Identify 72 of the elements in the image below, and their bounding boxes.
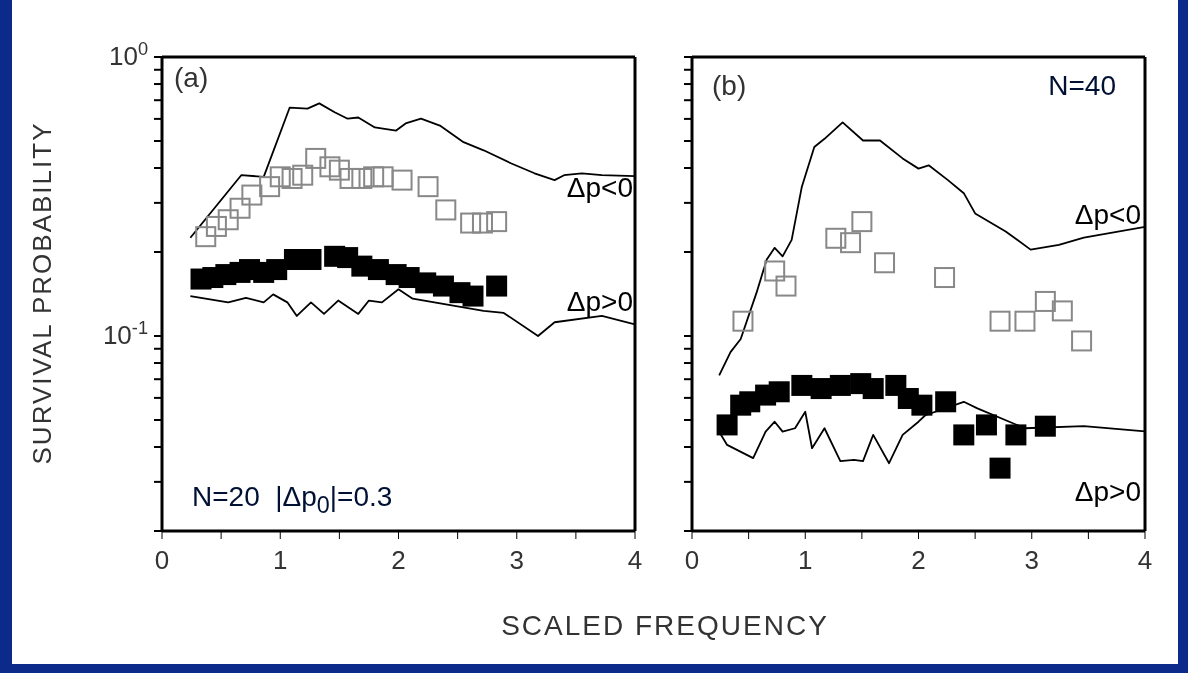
point — [775, 275, 797, 297]
point — [989, 310, 1011, 332]
annotation: Δp<0 — [1074, 199, 1141, 231]
point — [471, 212, 493, 234]
point — [372, 166, 394, 188]
point — [732, 310, 754, 332]
x-tick-label: 1 — [273, 545, 288, 575]
point — [259, 176, 281, 198]
point — [1071, 330, 1093, 352]
y-tick-label: 10$^{0}$ — [108, 39, 148, 71]
point — [825, 227, 847, 249]
point — [989, 457, 1011, 479]
point — [266, 259, 288, 281]
point — [351, 167, 373, 189]
y-axis-title: SURVIVAL PROBABILITY — [26, 121, 58, 465]
point — [486, 275, 508, 297]
point — [716, 414, 738, 436]
point — [229, 197, 251, 219]
x-tick-label: 4 — [1137, 545, 1153, 575]
x-tick-label: 3 — [1024, 545, 1039, 575]
y-tick-label: 10$^{-1}$ — [102, 317, 148, 350]
point — [217, 209, 239, 231]
x-tick-label: 1 — [798, 545, 813, 575]
annotation: N=20 |Δp$_{0}$|=0.3 — [192, 481, 393, 519]
point — [764, 260, 786, 282]
point — [862, 378, 884, 400]
annotation: Δp<0 — [566, 172, 633, 204]
annotation: Δp>0 — [566, 286, 633, 318]
x-tick-label: 4 — [627, 545, 643, 575]
point — [768, 381, 790, 403]
point — [435, 199, 457, 221]
point — [874, 252, 896, 274]
point — [1051, 300, 1073, 322]
point — [935, 391, 957, 413]
point — [391, 169, 413, 191]
point — [1034, 415, 1056, 437]
point — [975, 414, 997, 436]
point — [281, 167, 303, 189]
point — [462, 285, 484, 307]
point — [851, 211, 873, 233]
point — [269, 166, 291, 188]
x-tick-label: 3 — [509, 545, 524, 575]
point — [363, 166, 385, 188]
annotation: (b) — [712, 70, 747, 102]
annotation: Δp>0 — [1074, 476, 1141, 508]
annotation: (a) — [174, 62, 209, 94]
point — [1014, 310, 1036, 332]
point — [486, 211, 508, 233]
point — [319, 156, 341, 178]
point — [1005, 424, 1027, 446]
point — [292, 164, 314, 186]
x-tick-label: 0 — [154, 545, 170, 575]
x-tick-label: 2 — [391, 545, 406, 575]
point — [328, 159, 350, 181]
x-tick-label: 2 — [911, 545, 926, 575]
point — [205, 215, 227, 237]
point — [241, 184, 263, 206]
point — [339, 167, 361, 189]
x-tick-label: 0 — [684, 545, 700, 575]
point — [417, 176, 439, 198]
annotation: N=40 — [1048, 70, 1116, 102]
point — [791, 374, 813, 396]
point — [953, 424, 975, 446]
point — [460, 212, 482, 234]
point — [934, 267, 956, 289]
point — [195, 226, 217, 248]
point — [840, 232, 862, 254]
point — [829, 374, 851, 396]
x-axis-title: SCALED FREQUENCY — [501, 610, 829, 642]
point — [305, 147, 327, 169]
point — [911, 394, 933, 416]
point — [1034, 290, 1056, 312]
